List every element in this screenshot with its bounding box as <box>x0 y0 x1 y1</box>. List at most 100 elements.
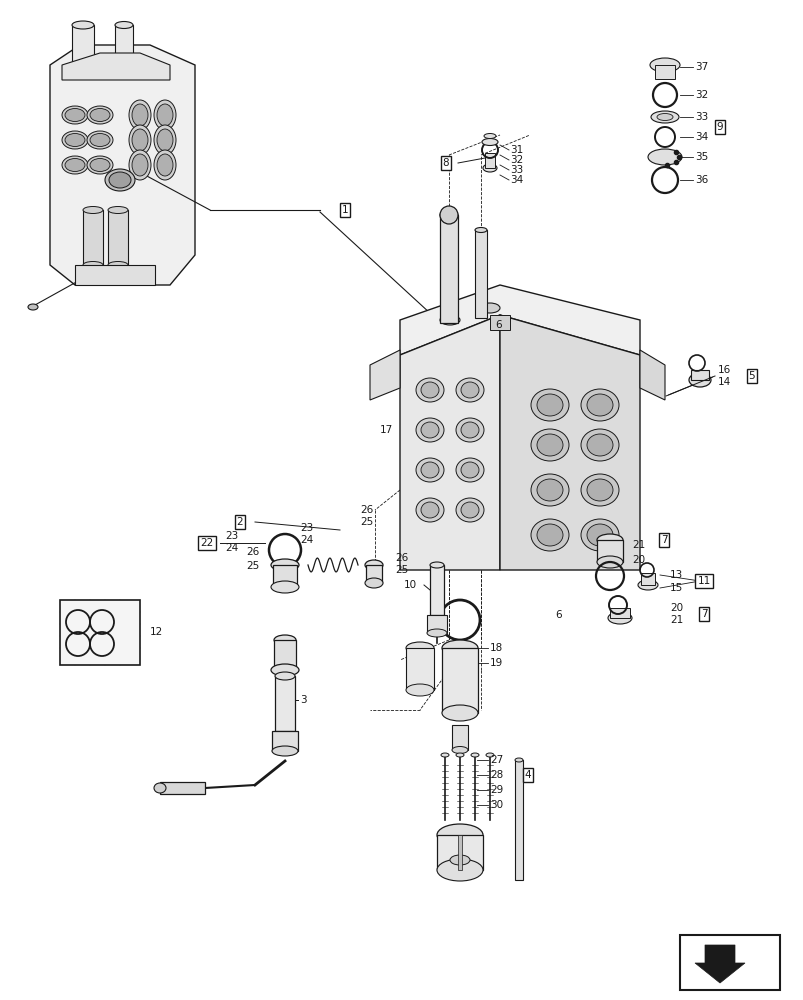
Ellipse shape <box>647 149 681 165</box>
Ellipse shape <box>475 228 487 232</box>
Ellipse shape <box>62 156 88 174</box>
Ellipse shape <box>586 394 612 416</box>
Bar <box>273 565 296 587</box>
Ellipse shape <box>441 753 448 757</box>
Ellipse shape <box>638 580 657 590</box>
Ellipse shape <box>108 261 128 268</box>
Ellipse shape <box>536 524 562 546</box>
Text: 26: 26 <box>360 505 373 515</box>
Ellipse shape <box>530 474 569 506</box>
Ellipse shape <box>415 498 443 522</box>
Polygon shape <box>639 350 664 400</box>
Polygon shape <box>694 945 744 983</box>
Text: 28: 28 <box>489 770 503 780</box>
Text: 9: 9 <box>715 122 723 132</box>
Ellipse shape <box>62 106 88 124</box>
Text: 18: 18 <box>489 643 503 653</box>
Ellipse shape <box>530 429 569 461</box>
Bar <box>515 760 522 880</box>
Bar <box>484 153 495 168</box>
Ellipse shape <box>105 169 135 191</box>
Ellipse shape <box>28 304 38 310</box>
Ellipse shape <box>65 133 85 146</box>
Ellipse shape <box>451 746 467 754</box>
Ellipse shape <box>87 156 113 174</box>
Bar <box>83 210 103 265</box>
Text: 8: 8 <box>442 158 449 168</box>
Text: 12: 12 <box>150 627 163 637</box>
Bar <box>108 210 128 265</box>
Bar <box>60 600 140 665</box>
Bar <box>475 230 487 318</box>
Text: 25: 25 <box>247 561 259 571</box>
Text: 37: 37 <box>694 62 707 72</box>
Text: 2: 2 <box>236 517 243 527</box>
Text: 10: 10 <box>403 580 417 590</box>
Ellipse shape <box>365 560 382 570</box>
Ellipse shape <box>455 458 483 482</box>
Bar <box>458 835 462 870</box>
Ellipse shape <box>154 150 176 180</box>
Ellipse shape <box>415 418 443 442</box>
Ellipse shape <box>530 519 569 551</box>
Ellipse shape <box>536 434 562 456</box>
Text: 27: 27 <box>489 755 503 765</box>
Ellipse shape <box>406 684 434 696</box>
Ellipse shape <box>90 158 110 172</box>
Ellipse shape <box>421 502 438 518</box>
Text: 24: 24 <box>225 543 238 553</box>
Text: 32: 32 <box>694 90 707 100</box>
Ellipse shape <box>485 753 493 757</box>
Text: 36: 36 <box>694 175 707 185</box>
Bar <box>690 370 708 380</box>
Bar <box>406 648 434 690</box>
Bar <box>365 565 381 583</box>
Ellipse shape <box>460 382 479 398</box>
Text: 5: 5 <box>748 371 754 381</box>
Bar <box>115 25 132 70</box>
Ellipse shape <box>157 104 173 126</box>
Ellipse shape <box>421 462 438 478</box>
Text: 34: 34 <box>509 175 523 185</box>
Text: 11: 11 <box>696 576 710 586</box>
Text: 19: 19 <box>489 658 503 668</box>
Ellipse shape <box>83 261 103 268</box>
Ellipse shape <box>109 172 131 188</box>
Bar <box>437 835 483 870</box>
Ellipse shape <box>154 783 165 793</box>
Ellipse shape <box>607 612 631 624</box>
Bar <box>275 676 295 731</box>
Bar <box>274 640 296 670</box>
Ellipse shape <box>72 71 94 79</box>
Ellipse shape <box>483 133 495 138</box>
Ellipse shape <box>90 108 110 121</box>
Ellipse shape <box>83 207 103 214</box>
Ellipse shape <box>482 138 497 145</box>
Bar <box>72 25 94 75</box>
Ellipse shape <box>597 556 622 568</box>
Ellipse shape <box>586 524 612 546</box>
Ellipse shape <box>154 100 176 130</box>
Polygon shape <box>499 315 639 570</box>
Ellipse shape <box>421 382 438 398</box>
Ellipse shape <box>581 474 618 506</box>
Text: 17: 17 <box>380 425 393 435</box>
Bar <box>451 725 467 750</box>
Polygon shape <box>400 315 499 570</box>
Ellipse shape <box>581 429 618 461</box>
Ellipse shape <box>536 479 562 501</box>
Ellipse shape <box>430 562 443 568</box>
Ellipse shape <box>128 100 151 130</box>
Ellipse shape <box>439 315 459 325</box>
Ellipse shape <box>483 164 496 172</box>
Ellipse shape <box>460 462 479 478</box>
Text: 6: 6 <box>554 610 561 620</box>
Ellipse shape <box>650 111 679 123</box>
Ellipse shape <box>437 859 483 881</box>
Ellipse shape <box>649 58 679 72</box>
Ellipse shape <box>581 389 618 421</box>
Text: 6: 6 <box>495 320 501 330</box>
Text: 33: 33 <box>509 165 523 175</box>
Text: 26: 26 <box>394 553 408 563</box>
Polygon shape <box>50 45 195 285</box>
